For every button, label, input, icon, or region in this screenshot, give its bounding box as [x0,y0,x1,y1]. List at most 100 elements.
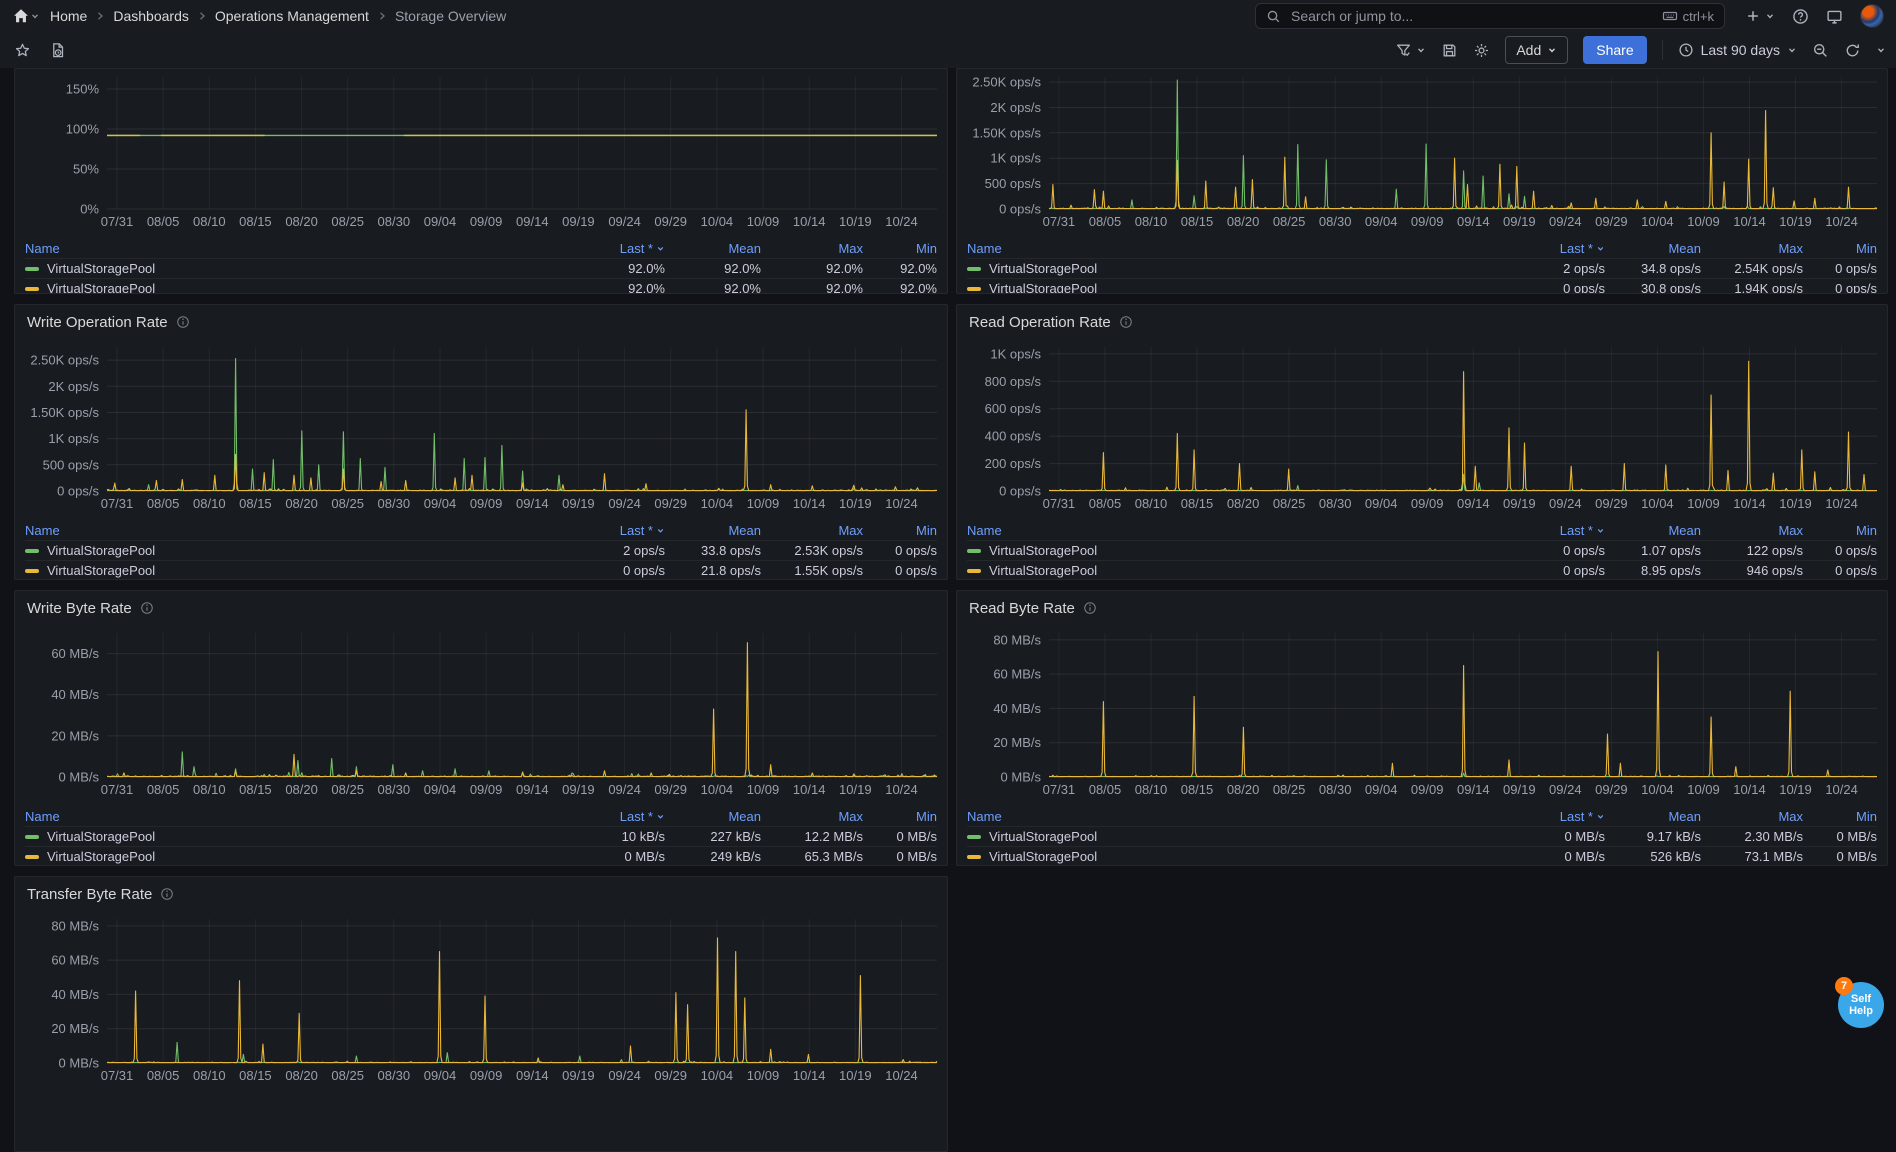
legend-header-last[interactable]: Last * [1493,809,1605,824]
legend-header-max[interactable]: Max [1701,809,1803,824]
legend-header-last[interactable]: Last * [553,523,665,538]
x-axis-tick-label: 09/04 [424,1068,457,1083]
self-help-button[interactable]: 7 Self Help [1838,982,1884,1028]
breadcrumb-home[interactable]: Home [50,8,87,24]
legend-series-name[interactable]: VirtualStoragePool [967,849,1493,864]
legend-header-last[interactable]: Last * [553,241,665,256]
user-avatar[interactable] [1860,4,1884,28]
x-axis-tick-label: 09/24 [608,496,641,511]
legend-series-name[interactable]: VirtualStoragePool [967,829,1493,844]
legend-header-mean[interactable]: Mean [1605,523,1701,538]
legend-header-name[interactable]: Name [25,523,553,538]
x-axis-tick-label: 09/24 [1549,214,1582,229]
legend-header-min[interactable]: Min [1803,809,1877,824]
panel-header[interactable]: Write Byte Rate [15,591,947,625]
legend-header-max[interactable]: Max [761,523,863,538]
search-box[interactable]: ctrl+k [1255,3,1725,29]
legend-header-name[interactable]: Name [967,523,1493,538]
legend-header-max[interactable]: Max [761,241,863,256]
panel-header[interactable]: Read Operation Rate [957,305,1887,339]
legend-header-name[interactable]: Name [25,809,553,824]
snapshot-history-icon[interactable] [49,42,66,59]
save-icon[interactable] [1441,42,1458,59]
legend-header-mean[interactable]: Mean [665,241,761,256]
timeseries-chart[interactable]: 1K ops/s800 ops/s600 ops/s400 ops/s200 o… [957,339,1887,515]
info-icon[interactable] [140,601,154,615]
legend-header-last[interactable]: Last * [1493,523,1605,538]
home-icon[interactable] [12,7,30,25]
time-range-picker[interactable]: Last 90 days [1678,42,1797,58]
refresh-icon[interactable] [1844,42,1861,59]
legend-header-max[interactable]: Max [761,809,863,824]
info-icon[interactable] [176,315,190,329]
new-button[interactable] [1745,8,1775,24]
share-button[interactable]: Share [1583,36,1646,64]
monitor-icon[interactable] [1826,8,1843,25]
legend-series-name[interactable]: VirtualStoragePool [967,543,1493,558]
sort-caret-icon [1596,526,1605,535]
panel-chart[interactable]: 1K ops/s800 ops/s600 ops/s400 ops/s200 o… [957,339,1887,520]
panel-header[interactable]: Read Byte Rate [957,591,1887,625]
legend-series-name[interactable]: VirtualStoragePool [25,829,553,844]
x-axis-tick-label: 08/15 [1181,782,1214,797]
timeseries-chart[interactable]: 60 MB/s40 MB/s20 MB/s0 MB/s07/3108/0508/… [15,625,947,801]
legend-header-min[interactable]: Min [1803,241,1877,256]
timeseries-chart[interactable]: 150%100%50%0%07/3108/0508/1008/1508/2008… [15,69,947,233]
info-icon[interactable] [1119,315,1133,329]
legend-series-name[interactable]: VirtualStoragePool [967,281,1493,294]
favorite-star-icon[interactable] [14,42,31,59]
timeseries-chart[interactable]: 2.50K ops/s2K ops/s1.50K ops/s1K ops/s50… [15,339,947,515]
x-axis-tick-label: 09/29 [654,496,687,511]
panel-chart[interactable]: 80 MB/s60 MB/s40 MB/s20 MB/s0 MB/s07/310… [957,625,1887,806]
legend-header-name[interactable]: Name [25,241,553,256]
panel-chart[interactable]: 2.50K ops/s2K ops/s1.50K ops/s1K ops/s50… [15,339,947,520]
legend-header-mean[interactable]: Mean [1605,241,1701,256]
help-icon[interactable] [1792,8,1809,25]
timeseries-chart[interactable]: 80 MB/s60 MB/s40 MB/s20 MB/s0 MB/s07/310… [15,911,947,1087]
panel-chart[interactable]: 80 MB/s60 MB/s40 MB/s20 MB/s0 MB/s07/310… [15,911,947,1092]
panel-chart[interactable]: 60 MB/s40 MB/s20 MB/s0 MB/s07/3108/0508/… [15,625,947,806]
filter-variables-button[interactable] [1395,42,1426,59]
breadcrumb-operations-management[interactable]: Operations Management [215,8,369,24]
add-button[interactable]: Add [1505,36,1568,64]
panel-header[interactable]: Write Operation Rate [15,305,947,339]
legend-header-min[interactable]: Min [863,241,937,256]
legend-header-mean[interactable]: Mean [665,523,761,538]
legend-row: VirtualStoragePool0 ops/s30.8 ops/s1.94K… [967,278,1877,294]
legend-header-name[interactable]: Name [967,241,1493,256]
legend-header-max[interactable]: Max [1701,523,1803,538]
legend-header-mean[interactable]: Mean [1605,809,1701,824]
legend-header-min[interactable]: Min [1803,523,1877,538]
legend-value-mean: 30.8 ops/s [1605,281,1701,294]
legend-series-name[interactable]: VirtualStoragePool [25,543,553,558]
timeseries-chart[interactable]: 80 MB/s60 MB/s40 MB/s20 MB/s0 MB/s07/310… [957,625,1887,801]
legend-series-name[interactable]: VirtualStoragePool [25,563,553,578]
legend-header-last[interactable]: Last * [1493,241,1605,256]
legend-header-min[interactable]: Min [863,809,937,824]
panel-write-byte-rate: Write Byte Rate 60 MB/s40 MB/s20 MB/s0 M… [14,590,948,866]
breadcrumb-dashboards[interactable]: Dashboards [113,8,189,24]
legend-series-name[interactable]: VirtualStoragePool [25,849,553,864]
settings-gear-icon[interactable] [1473,42,1490,59]
legend-header-last[interactable]: Last * [553,809,665,824]
legend-header-min[interactable]: Min [863,523,937,538]
legend-series-name[interactable]: VirtualStoragePool [967,563,1493,578]
timeseries-chart[interactable]: 2.50K ops/s2K ops/s1.50K ops/s1K ops/s50… [957,69,1887,233]
legend-header-name[interactable]: Name [967,809,1493,824]
legend-series-name[interactable]: VirtualStoragePool [25,281,553,294]
legend-series-name[interactable]: VirtualStoragePool [967,261,1493,276]
legend-header-max[interactable]: Max [1701,241,1803,256]
search-input[interactable] [1289,7,1654,25]
info-icon[interactable] [1083,601,1097,615]
legend-value-max: 2.30 MB/s [1701,829,1803,844]
home-chevron-down-icon[interactable] [30,11,40,21]
zoom-out-icon[interactable] [1812,42,1829,59]
panel-header[interactable]: Transfer Byte Rate [15,877,947,911]
legend-row: VirtualStoragePool0 ops/s1.07 ops/s122 o… [967,540,1877,560]
panel-chart[interactable]: 2.50K ops/s2K ops/s1.50K ops/s1K ops/s50… [957,69,1887,238]
legend-header-mean[interactable]: Mean [665,809,761,824]
info-icon[interactable] [160,887,174,901]
legend-series-name[interactable]: VirtualStoragePool [25,261,553,276]
refresh-interval-chevron-icon[interactable] [1876,45,1886,55]
panel-chart[interactable]: 150%100%50%0%07/3108/0508/1008/1508/2008… [15,69,947,238]
